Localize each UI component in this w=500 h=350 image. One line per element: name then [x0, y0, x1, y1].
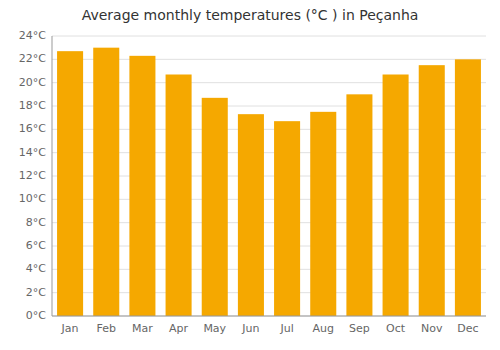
x-tick-label: Jul	[279, 322, 293, 335]
y-tick-labels: 0°C 2°C 4°C 6°C 8°C 10°C 12°C 14°C 16°C 18°C 20°C 2…	[19, 29, 46, 322]
y-grid	[52, 36, 486, 316]
grid-line	[52, 36, 486, 37]
bar	[419, 65, 445, 316]
y-tick-label: 16°C	[19, 122, 46, 135]
y-tick-label: 4°C	[26, 262, 46, 275]
bar	[129, 56, 155, 316]
bar	[202, 98, 228, 316]
y-tick-label: 14°C	[19, 146, 46, 159]
x-tick-label: Aug	[313, 322, 334, 335]
y-tick-label: 0°C	[26, 309, 46, 322]
y-tick-label: 8°C	[26, 216, 46, 229]
bar	[455, 59, 481, 316]
bar	[238, 114, 264, 316]
y-tick-label: 6°C	[26, 239, 46, 252]
y-tick-label: 10°C	[19, 192, 46, 205]
bar	[166, 75, 192, 317]
x-tick-labels: Jan Feb Mar Apr May Jun Jul Aug Sep Oct Nov Dec	[61, 322, 479, 335]
bar	[274, 121, 300, 316]
y-tick-label: 22°C	[19, 52, 46, 65]
y-tick-label: 24°C	[19, 29, 46, 42]
bar	[310, 112, 336, 316]
y-tick-label: 12°C	[19, 169, 46, 182]
x-tick-label: Jan	[61, 322, 79, 335]
x-axis-line	[52, 316, 486, 317]
x-tick-label: Mar	[132, 322, 153, 335]
x-tick-label: Jun	[241, 322, 259, 335]
x-tick-label: Apr	[169, 322, 189, 335]
bars	[57, 48, 481, 316]
x-tick-label: May	[203, 322, 226, 335]
y-tick-label: 18°C	[19, 99, 46, 112]
y-tick-label: 20°C	[19, 76, 46, 89]
y-tick-label: 2°C	[26, 286, 46, 299]
bar	[383, 75, 409, 317]
x-tick-label: Nov	[421, 322, 443, 335]
x-tick-label: Dec	[457, 322, 478, 335]
chart-container: 0°C 2°C 4°C 6°C 8°C 10°C 12°C 14°C 16°C 18°C 20°C 2…	[0, 0, 500, 350]
x-tick-label: Feb	[97, 322, 116, 335]
x-tick-label: Oct	[386, 322, 406, 335]
grid-line	[52, 316, 486, 317]
bar	[57, 51, 83, 316]
y-axis-line	[52, 36, 53, 316]
bar	[93, 48, 119, 316]
bar	[346, 94, 372, 316]
title: Average monthly temperatures (°C ) in Pe…	[82, 7, 419, 23]
x-tick-label: Sep	[349, 322, 370, 335]
chart: 0°C 2°C 4°C 6°C 8°C 10°C 12°C 14°C 16°C 18°C 20°C 2…	[0, 0, 500, 350]
